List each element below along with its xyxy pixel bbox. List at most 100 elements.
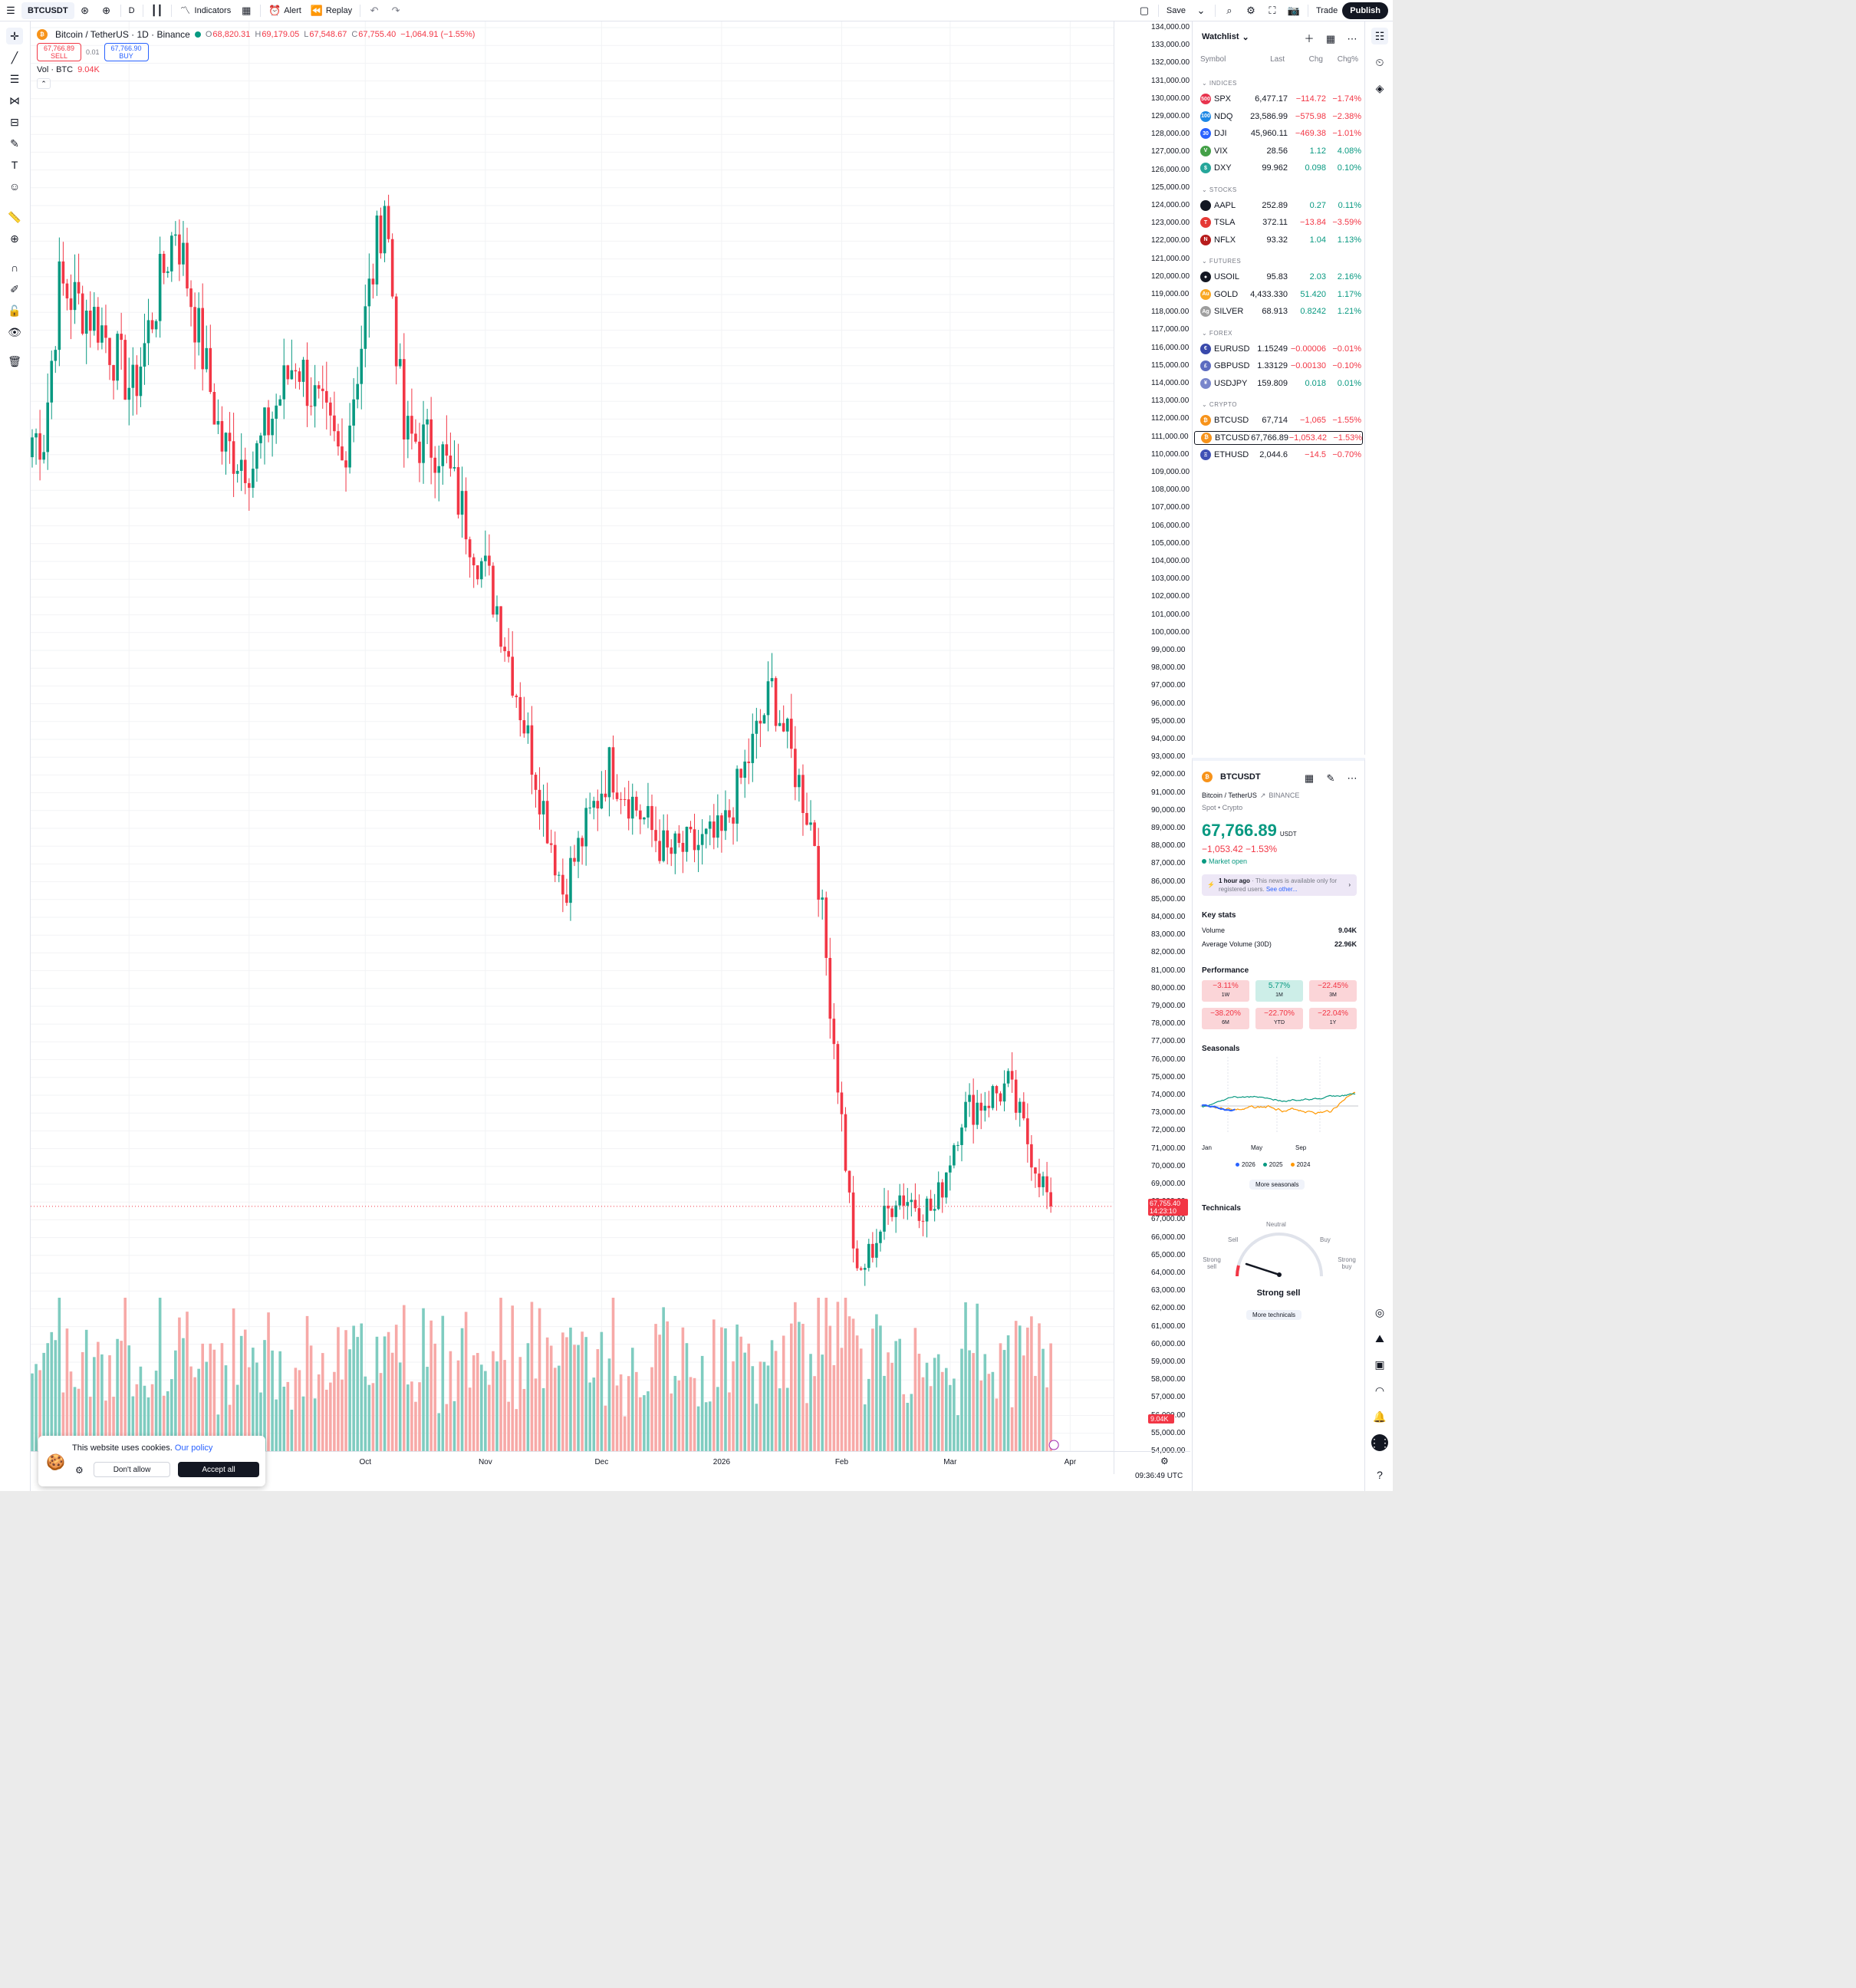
watchlist-section-forex[interactable]: ⌄ FOREX xyxy=(1202,329,1232,337)
watchlist-tab[interactable]: ☷ xyxy=(1371,28,1388,44)
more-technicals-button[interactable]: More technicals xyxy=(1246,1310,1302,1320)
watchlist-section-crypto[interactable]: ⌄ CRYPTO xyxy=(1202,401,1237,408)
magnet-tool[interactable]: ∩ xyxy=(6,259,23,276)
symbol-search-button[interactable]: BTCUSDT xyxy=(21,2,74,19)
fib-tool[interactable]: ☰ xyxy=(6,71,23,87)
watchlist-row-eurusd[interactable]: € EURUSD 1.15249 −0.00006 −0.01% xyxy=(1200,342,1363,356)
price-chart[interactable] xyxy=(31,21,1114,1451)
watchlist-row-ndq[interactable]: 100 NDQ 23,586.99 −575.98 −2.38% xyxy=(1200,110,1363,123)
object-tree-tab[interactable]: ◈ xyxy=(1371,80,1388,97)
watchlist-section-stocks[interactable]: ⌄ STOCKS xyxy=(1202,186,1237,193)
more-icon[interactable]: ⋯ xyxy=(1347,32,1357,44)
volume-legend-label[interactable]: Vol · BTC xyxy=(37,65,74,74)
details-header[interactable]: ₿ BTCUSDT xyxy=(1202,772,1261,782)
chart-pane[interactable]: ₿ Bitcoin / TetherUS · 1D · Binance O 68,… xyxy=(31,21,1135,1474)
templates-button[interactable]: ▦ xyxy=(235,2,257,19)
zoom-tool[interactable]: ⊕ xyxy=(6,230,23,247)
snapshot-button[interactable]: 📷 xyxy=(1283,2,1305,19)
watchlist-row-usdjpy[interactable]: ¥ USDJPY 159.809 0.018 0.01% xyxy=(1200,377,1363,390)
products-tab[interactable]: ⋮⋮ xyxy=(1369,1434,1390,1451)
watchlist-row-ethusd[interactable]: Ξ ETHUSD 2,044.6 −14.5 −0.70% xyxy=(1200,448,1363,462)
event-marker[interactable] xyxy=(1048,1440,1059,1450)
watchlist-row-dji[interactable]: 30 DJI 45,960.11 −469.38 −1.01% xyxy=(1200,127,1363,140)
add-symbol-icon[interactable]: ＋ xyxy=(1304,32,1315,44)
settings-button[interactable]: ⚙ xyxy=(1240,2,1262,19)
trend-line-tool[interactable]: ╱ xyxy=(6,49,23,66)
watchlist-row-btcusd[interactable]: ₿ BTCUSD 67,714 −1,065 −1.55% xyxy=(1200,413,1363,427)
brush-tool[interactable]: ✎ xyxy=(6,135,23,152)
col-symbol[interactable]: Symbol xyxy=(1200,54,1226,64)
watchlist-row-gbpusd[interactable]: £ GBPUSD 1.33129 −0.00130 −0.10% xyxy=(1200,359,1363,373)
interval-button[interactable]: D xyxy=(128,5,135,15)
edit-icon[interactable]: ✎ xyxy=(1326,772,1335,784)
seasonals-legend-item[interactable]: 2025 xyxy=(1262,1161,1283,1168)
details-name[interactable]: Bitcoin / TetherUS xyxy=(1202,792,1257,799)
grid-icon[interactable]: ▦ xyxy=(1304,772,1315,784)
cookie-settings-icon[interactable]: ⚙ xyxy=(75,1465,84,1476)
advanced-view-icon[interactable]: ▦ xyxy=(1325,32,1336,44)
replay-button[interactable]: ⏪ Replay xyxy=(306,2,357,19)
calendar-tab[interactable]: ▣ xyxy=(1371,1356,1388,1373)
collapse-legend-button[interactable]: ⌃ xyxy=(37,78,51,89)
technicals-gauge[interactable] xyxy=(1231,1230,1328,1282)
remove-drawings-tool[interactable]: 🗑 xyxy=(6,353,23,370)
watchlist-row-nflx[interactable]: N NFLX 93.32 1.04 1.13% xyxy=(1200,233,1363,247)
undo-button[interactable]: ↶ xyxy=(364,2,385,19)
chart-type-button[interactable]: ┃┃ xyxy=(146,2,168,19)
cookie-deny-button[interactable]: Don't allow xyxy=(94,1462,170,1477)
news-link[interactable]: See other... xyxy=(1265,886,1298,893)
forecast-tool[interactable]: ⊟ xyxy=(6,114,23,130)
seasonals-chart[interactable] xyxy=(1200,1057,1358,1141)
watchlist-row-dxy[interactable]: $ DXY 99.962 0.098 0.10% xyxy=(1200,161,1363,175)
add-symbol-button[interactable]: ⊕ xyxy=(96,2,117,19)
performance-ytd[interactable]: −22.70% YTD xyxy=(1255,1008,1303,1029)
stay-drawing-tool[interactable]: ✐ xyxy=(6,281,23,298)
more-seasonals-button[interactable]: More seasonals xyxy=(1249,1180,1305,1190)
performance-1w[interactable]: −3.11% 1W xyxy=(1202,980,1249,1002)
crosshair-tool[interactable]: ✛ xyxy=(6,28,23,44)
seasonals-legend-item[interactable]: 2024 xyxy=(1290,1161,1310,1168)
pine-tab[interactable]: ⛰ xyxy=(1371,1330,1388,1347)
watchlist-title-button[interactable]: Watchlist ⌄ xyxy=(1202,32,1249,42)
notifications-tab[interactable]: 🔔 xyxy=(1371,1408,1388,1425)
details-exchange[interactable]: BINANCE xyxy=(1269,792,1300,799)
clock-display[interactable]: 09:36:49 UTC xyxy=(1135,1472,1183,1480)
indicators-button[interactable]: 〽 Indicators xyxy=(175,2,236,19)
alerts-tab[interactable]: ⏲ xyxy=(1371,54,1388,71)
watchlist-row-tsla[interactable]: T TSLA 372.11 −13.84 −3.59% xyxy=(1200,216,1363,229)
ruler-tool[interactable]: 📏 xyxy=(6,209,23,225)
trade-button[interactable]: Trade xyxy=(1315,5,1338,15)
quick-search-button[interactable]: ⌕ xyxy=(1219,2,1240,19)
watchlist-section-indices[interactable]: ⌄ INDICES xyxy=(1202,80,1237,87)
col-chgp[interactable]: Chg% xyxy=(1337,54,1358,64)
save-menu-button[interactable]: ⌄ xyxy=(1190,2,1212,19)
watchlist-row-spx[interactable]: 500 SPX 6,477.17 −114.72 −1.74% xyxy=(1200,92,1363,106)
layout-button[interactable]: ▢ xyxy=(1134,2,1155,19)
text-tool[interactable]: T xyxy=(6,156,23,173)
watchlist-row-btcusdt[interactable]: ₿BTCUSDT67,766.89−1,053.42 −1.53% xyxy=(1194,430,1363,445)
emoji-tool[interactable]: ☺ xyxy=(6,178,23,195)
watchlist-row-vix[interactable]: V VIX 28.56 1.12 4.08% xyxy=(1200,144,1363,158)
watchlist-row-silver[interactable]: Ag SILVER 68.913 0.8242 1.21% xyxy=(1200,304,1363,318)
news-card[interactable]: ⚡ 1 hour ago · This news is available on… xyxy=(1202,874,1357,896)
performance-1y[interactable]: −22.04% 1Y xyxy=(1309,1008,1357,1029)
save-button[interactable]: Save xyxy=(1166,5,1186,15)
watchlist-section-futures[interactable]: ⌄ FUTURES xyxy=(1202,258,1242,265)
news-tab[interactable]: ◠ xyxy=(1371,1382,1388,1399)
performance-6m[interactable]: −38.20% 6M xyxy=(1202,1008,1249,1029)
buy-button[interactable]: 67,766.90 BUY xyxy=(104,43,149,61)
help-tab[interactable]: ? xyxy=(1371,1466,1388,1483)
col-chg[interactable]: Chg xyxy=(1308,54,1323,64)
menu-button[interactable]: ☰ xyxy=(0,2,21,19)
performance-1m[interactable]: 5.77% 1M xyxy=(1255,980,1303,1002)
external-link-icon[interactable]: ↗ xyxy=(1259,792,1266,799)
ideas-tab[interactable]: ◎ xyxy=(1371,1304,1388,1321)
cookie-policy-link[interactable]: Our policy xyxy=(174,1443,213,1453)
watchlist-row-gold[interactable]: Au GOLD 4,433.330 51.420 1.17% xyxy=(1200,288,1363,301)
price-scale[interactable]: 134,000.00 133,000.00 132,000.00 131,000.00… xyxy=(1114,21,1192,1474)
lock-tool[interactable]: 🔓 xyxy=(6,302,23,319)
alert-button[interactable]: ⏰ Alert xyxy=(264,2,306,19)
watchlist-row-aapl[interactable]: AAPL 252.89 0.27 0.11% xyxy=(1200,199,1363,212)
publish-button[interactable]: Publish xyxy=(1342,2,1388,19)
col-last[interactable]: Last xyxy=(1270,54,1285,64)
